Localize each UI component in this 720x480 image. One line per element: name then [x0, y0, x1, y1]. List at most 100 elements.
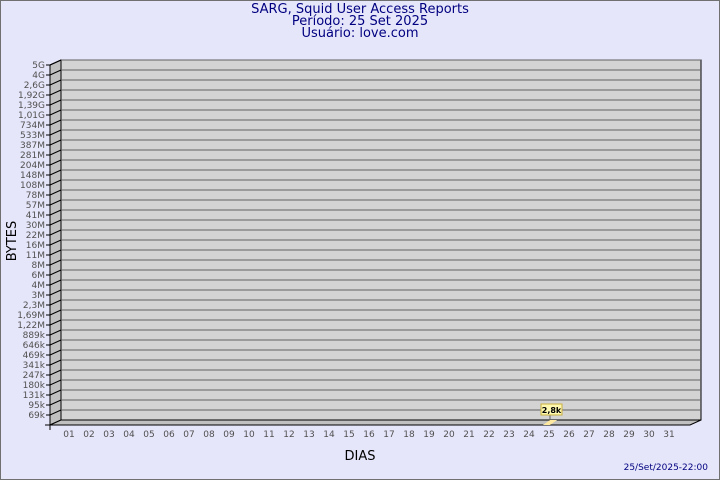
- x-tick-label: 27: [583, 430, 594, 440]
- y-tick-diagonal: [49, 139, 62, 146]
- x-tick-label: 20: [443, 430, 455, 440]
- y-tick-diagonal: [49, 279, 62, 286]
- x-tick-label: 19: [423, 430, 435, 440]
- y-tick-label: 131k: [23, 391, 46, 401]
- y-tick-diagonal: [49, 339, 62, 346]
- x-tick-label: 10: [243, 430, 255, 440]
- y-tick-label: 387M: [20, 141, 45, 151]
- y-tick-diagonal: [49, 289, 62, 296]
- y-tick-diagonal: [49, 399, 62, 406]
- chart-user: Usuário: love.com: [301, 26, 419, 41]
- y-tick-diagonal: [49, 179, 62, 186]
- y-tick-label: 4M: [32, 281, 46, 291]
- y-tick-label: 1,92G: [18, 91, 45, 101]
- bar: [543, 420, 557, 425]
- plot-floor: [49, 419, 702, 426]
- y-tick-label: 469k: [23, 351, 46, 361]
- x-tick-label: 07: [183, 430, 194, 440]
- y-tick-diagonal: [49, 319, 62, 326]
- y-tick-diagonal: [49, 89, 62, 96]
- x-tick-label: 13: [303, 430, 314, 440]
- x-tick-label: 28: [603, 430, 615, 440]
- y-tick-label: 69k: [28, 411, 45, 421]
- y-tick-diagonal: [49, 209, 62, 216]
- y-tick-label: 1,22M: [17, 321, 45, 331]
- x-axis-title: DIAS: [345, 449, 376, 464]
- x-tick-label: 31: [663, 430, 674, 440]
- x-tick-label: 14: [323, 430, 335, 440]
- x-tick-label: 02: [83, 430, 94, 440]
- y-tick-label: 1,39G: [18, 101, 45, 111]
- y-tick-label: 646k: [23, 341, 46, 351]
- x-tick-label: 17: [383, 430, 394, 440]
- y-tick-diagonal: [49, 329, 62, 336]
- x-tick-label: 30: [643, 430, 655, 440]
- y-tick-label: 2,6G: [24, 81, 45, 91]
- y-tick-diagonal: [49, 379, 62, 386]
- y-tick-label: 734M: [20, 121, 45, 131]
- y-tick-label: 16M: [26, 241, 45, 251]
- y-tick-diagonal: [49, 229, 62, 236]
- y-tick-diagonal: [49, 119, 62, 126]
- y-tick-diagonal: [49, 269, 62, 276]
- y-tick-diagonal: [49, 109, 62, 116]
- y-tick-label: 533M: [20, 131, 45, 141]
- y-tick-diagonal: [49, 159, 62, 166]
- x-tick-label: 25: [543, 430, 554, 440]
- chart-title: SARG, Squid User Access Reports: [251, 2, 469, 17]
- y-tick-label: 1,69M: [17, 311, 45, 321]
- y-tick-diagonal: [49, 299, 62, 306]
- chart-period: Período: 25 Set 2025: [291, 14, 429, 29]
- y-axis-title: BYTES: [5, 221, 20, 262]
- y-tick-diagonal: [49, 359, 62, 366]
- y-tick-label: 1,01G: [18, 111, 45, 121]
- y-tick-label: 30M: [26, 221, 45, 231]
- y-tick-label: 78M: [26, 191, 45, 201]
- y-tick-label: 6M: [32, 271, 46, 281]
- y-tick-diagonal: [49, 59, 62, 66]
- y-tick-diagonal: [49, 249, 62, 256]
- x-tick-label: 21: [463, 430, 474, 440]
- x-tick-label: 22: [483, 430, 494, 440]
- y-tick-diagonal: [49, 199, 62, 206]
- y-tick-label: 204M: [20, 161, 45, 171]
- x-tick-label: 26: [563, 430, 575, 440]
- y-tick-label: 3M: [32, 291, 46, 301]
- y-tick-label: 57M: [26, 201, 45, 211]
- x-tick-label: 23: [503, 430, 514, 440]
- y-tick-label: 41M: [26, 211, 45, 221]
- y-tick-label: 8M: [32, 261, 46, 271]
- x-tick-label: 11: [263, 430, 274, 440]
- x-tick-label: 18: [403, 430, 415, 440]
- bar-value-label: 2,8k: [542, 406, 562, 415]
- y-tick-label: 22M: [26, 231, 45, 241]
- y-tick-diagonal: [49, 349, 62, 356]
- y-tick-diagonal: [49, 149, 62, 156]
- x-tick-label: 08: [203, 430, 215, 440]
- y-tick-diagonal: [49, 309, 62, 316]
- y-tick-diagonal: [49, 389, 62, 396]
- y-tick-diagonal: [49, 169, 62, 176]
- y-tick-diagonal: [49, 259, 62, 266]
- y-tick-label: 889k: [23, 331, 46, 341]
- bar-label-box: [540, 403, 563, 416]
- x-tick-label: 29: [623, 430, 635, 440]
- y-tick-diagonal: [49, 369, 62, 376]
- y-tick-diagonal: [49, 409, 62, 416]
- y-tick-diagonal: [49, 99, 62, 106]
- y-tick-label: 247k: [23, 371, 46, 381]
- y-tick-label: 180k: [23, 381, 46, 391]
- y-tick-diagonal: [49, 239, 62, 246]
- x-tick-label: 12: [283, 430, 294, 440]
- x-tick-label: 04: [123, 430, 135, 440]
- x-tick-label: 24: [523, 430, 535, 440]
- y-tick-label: 2,3M: [23, 301, 45, 311]
- x-tick-label: 15: [343, 430, 354, 440]
- x-tick-label: 16: [363, 430, 375, 440]
- x-tick-label: 05: [143, 430, 154, 440]
- y-tick-diagonal: [49, 129, 62, 136]
- y-tick-label: 281M: [20, 151, 45, 161]
- y-tick-diagonal: [49, 189, 62, 196]
- x-tick-label: 01: [63, 430, 74, 440]
